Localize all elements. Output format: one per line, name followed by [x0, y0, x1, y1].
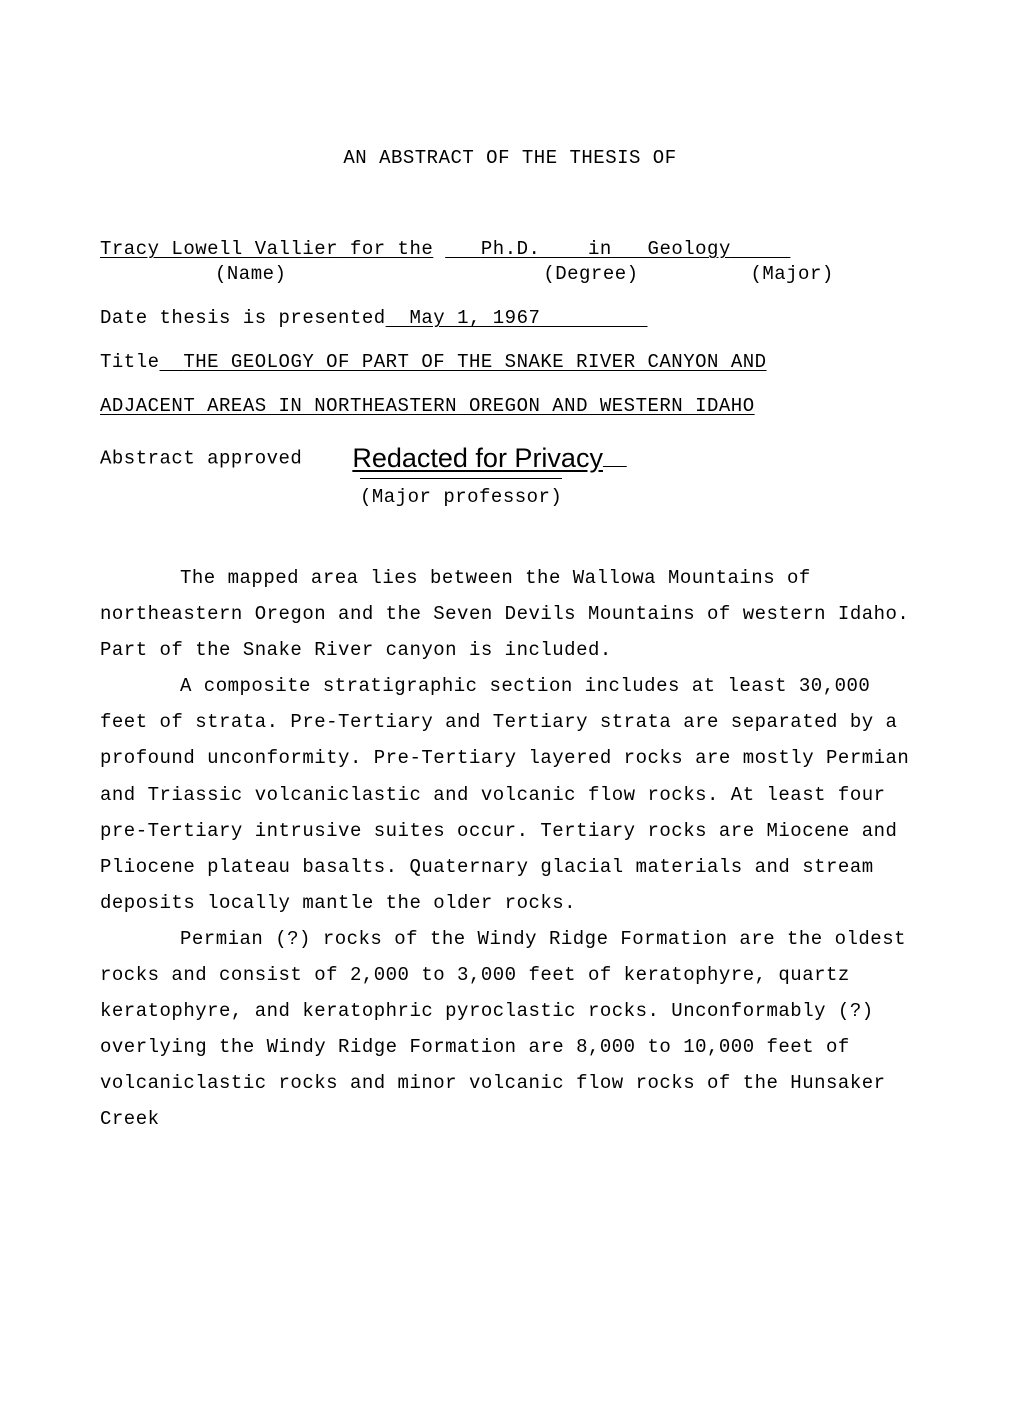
abstract-heading: AN ABSTRACT OF THE THESIS OF: [100, 140, 920, 176]
title-label: Title: [100, 351, 160, 373]
date-label: Date thesis is presented: [100, 307, 386, 329]
title-line-2: ADJACENT AREAS IN NORTHEASTERN OREGON AN…: [100, 388, 920, 424]
degree-label: (Degree): [543, 256, 638, 292]
date-line: Date thesis is presented May 1, 1967: [100, 300, 920, 336]
spacer-ul: [540, 307, 647, 329]
title-line-1: Title THE GEOLOGY OF PART OF THE SNAKE R…: [100, 344, 920, 380]
major-label: (Major): [750, 256, 833, 292]
paragraph-3: Permian (?) rocks of the Windy Ridge For…: [100, 921, 920, 1138]
date-value: May 1, 1967: [409, 307, 540, 329]
paren-labels-line: (Name) (Degree) (Major): [100, 256, 920, 292]
body-text: The mapped area lies between the Wallowa…: [100, 560, 920, 1138]
spacer-ul: [386, 307, 410, 329]
spacer-ul: [603, 447, 627, 469]
redacted-signature: Redacted for Privacy: [352, 433, 603, 484]
paragraph-2: A composite stratigraphic section includ…: [100, 668, 920, 921]
heading-text: AN ABSTRACT OF THE THESIS OF: [343, 147, 676, 169]
spacer-ul: [160, 351, 184, 373]
title-text-2: ADJACENT AREAS IN NORTHEASTERN OREGON AN…: [100, 395, 755, 417]
name-label: (Name): [215, 256, 286, 292]
abstract-approved-line: Abstract approved Redacted for Privacy: [100, 433, 920, 484]
title-text-1: THE GEOLOGY OF PART OF THE SNAKE RIVER C…: [183, 351, 766, 373]
form-section: Tracy Lowell Vallier for the Ph.D. in Ge…: [100, 231, 920, 515]
paragraph-1: The mapped area lies between the Wallowa…: [100, 560, 920, 668]
abstract-label: Abstract approved: [100, 447, 302, 469]
